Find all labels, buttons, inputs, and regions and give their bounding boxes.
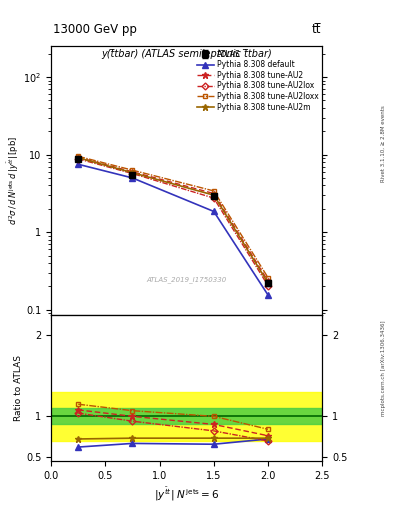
Pythia 8.308 tune-AU2loxx [130, 167, 135, 173]
Pythia 8.308 default [130, 175, 135, 181]
Text: Rivet 3.1.10, ≥ 2.8M events: Rivet 3.1.10, ≥ 2.8M events [381, 105, 386, 182]
Pythia 8.308 tune-AU2m [130, 169, 135, 176]
Text: tt̅: tt̅ [312, 23, 321, 36]
Legend: ATLAS, Pythia 8.308 default, Pythia 8.308 tune-AU2, Pythia 8.308 tune-AU2lox, Py: ATLAS, Pythia 8.308 default, Pythia 8.30… [195, 48, 320, 113]
Line: Pythia 8.308 tune-AU2lox: Pythia 8.308 tune-AU2lox [76, 157, 270, 288]
Pythia 8.308 tune-AU2lox [211, 195, 216, 201]
Y-axis label: $d^2\sigma\,/\,d\,N^\mathregular{jets}\,d\,|y^{\bar{t}t}|\,[\mathrm{pb}]$: $d^2\sigma\,/\,d\,N^\mathregular{jets}\,… [5, 136, 20, 225]
Pythia 8.308 tune-AU2loxx [266, 274, 270, 281]
Y-axis label: Ratio to ATLAS: Ratio to ATLAS [14, 355, 23, 421]
Pythia 8.308 tune-AU2 [211, 190, 216, 197]
Bar [51, 392, 322, 441]
Pythia 8.308 tune-AU2m [211, 192, 216, 198]
X-axis label: $|y^{\bar{t}t}|\ N^\mathregular{jets} = 6$: $|y^{\bar{t}t}|\ N^\mathregular{jets} = … [154, 486, 220, 503]
Line: Pythia 8.308 tune-AU2m: Pythia 8.308 tune-AU2m [75, 154, 272, 286]
Pythia 8.308 tune-AU2lox [130, 170, 135, 177]
Line: Pythia 8.308 tune-AU2loxx: Pythia 8.308 tune-AU2loxx [76, 154, 270, 280]
Bar [51, 408, 322, 424]
Pythia 8.308 tune-AU2loxx [76, 153, 81, 159]
Pythia 8.308 tune-AU2lox [266, 283, 270, 289]
Pythia 8.308 tune-AU2loxx [211, 188, 216, 194]
Pythia 8.308 tune-AU2m [76, 155, 81, 161]
Pythia 8.308 tune-AU2 [130, 169, 135, 175]
Text: 13000 GeV pp: 13000 GeV pp [53, 23, 137, 36]
Pythia 8.308 tune-AU2m [266, 280, 270, 286]
Pythia 8.308 default [211, 208, 216, 215]
Pythia 8.308 tune-AU2 [266, 278, 270, 284]
Pythia 8.308 tune-AU2 [76, 154, 81, 160]
Text: mcplots.cern.ch [arXiv:1306.3436]: mcplots.cern.ch [arXiv:1306.3436] [381, 321, 386, 416]
Text: y(t̅tbar) (ATLAS semileptonic t̅tbar): y(t̅tbar) (ATLAS semileptonic t̅tbar) [101, 49, 272, 59]
Text: ATLAS_2019_I1750330: ATLAS_2019_I1750330 [147, 276, 227, 283]
Pythia 8.308 default [266, 292, 270, 298]
Line: Pythia 8.308 default: Pythia 8.308 default [75, 161, 271, 298]
Line: Pythia 8.308 tune-AU2: Pythia 8.308 tune-AU2 [75, 154, 272, 285]
Pythia 8.308 tune-AU2lox [76, 156, 81, 162]
Pythia 8.308 default [76, 161, 81, 167]
